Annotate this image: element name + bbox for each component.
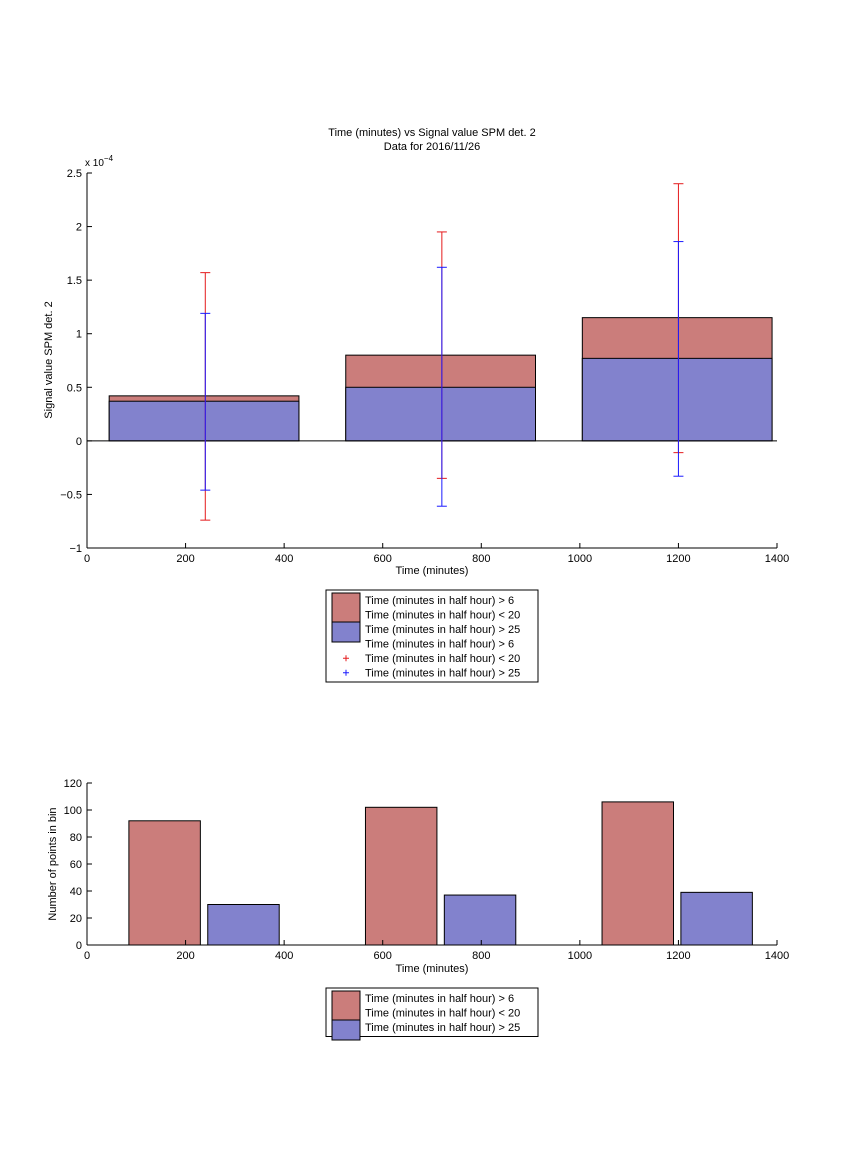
legend: Time (minutes in half hour) > 6 Time (min… (325, 589, 539, 683)
legend-swatch (331, 621, 361, 643)
y-tick-label: 2.5 (67, 168, 82, 180)
y-tick-label: 100 (64, 805, 82, 817)
legend-label: Time (minutes in half hour) > 25 (365, 1022, 520, 1034)
x-tick-label: 0 (84, 553, 90, 565)
x-axis-label: Time (minutes) (396, 963, 469, 975)
y-tick-label: 40 (70, 886, 82, 898)
y-axis-label: Number of points in bin (47, 807, 59, 920)
x-tick-label: 600 (374, 553, 392, 565)
x-tick-label: 600 (374, 950, 392, 962)
legend-marker (343, 655, 349, 662)
bars (87, 317, 777, 442)
x-tick-label: 200 (176, 553, 194, 565)
y-tick-label: 1.5 (67, 275, 82, 287)
bar-lower (443, 894, 517, 946)
legend-label: Time (minutes in half hour) < 20 (365, 1008, 520, 1020)
y-tick-label: 1 (76, 329, 82, 341)
legend-label: Time (minutes in half hour) > 6 (365, 993, 514, 1005)
x-tick-label: 1400 (765, 950, 789, 962)
legend-label: Time (minutes in half hour) > 6 (365, 595, 514, 607)
legend-marker (343, 669, 349, 676)
y-tick-label: 2 (76, 222, 82, 234)
bar-upper (128, 820, 201, 946)
x-tick-label: 1000 (568, 950, 592, 962)
legend-label: Time (minutes in half hour) > 25 (365, 624, 520, 636)
x-tick-label: 1200 (666, 950, 690, 962)
legend-swatch (331, 1019, 361, 1041)
x-tick-label: 1400 (765, 553, 789, 565)
x-tick-label: 800 (472, 950, 490, 962)
bar-lower (581, 357, 773, 442)
y-scale-label: x 10 (85, 158, 104, 169)
legend-box (325, 589, 539, 683)
y-tick-label: 0 (76, 436, 82, 448)
bars (128, 801, 753, 946)
bin-count-chart: 0 200 400 600 800 1000 1200 1400 0 20 40 60 80 100 120… (47, 778, 790, 1041)
x-tick-label: 800 (472, 553, 490, 565)
bar-upper (364, 806, 438, 946)
y-scale-multiplier: x 10−4 (85, 154, 114, 169)
errorbar-lower (200, 312, 211, 491)
legend-swatch (331, 592, 361, 623)
legend-label: Time (minutes in half hour) < 20 (365, 610, 520, 622)
y-tick-label: 80 (70, 832, 82, 844)
x-tick-label: 0 (84, 950, 90, 962)
signal-value-chart: Time (minutes) vs Signal value SPM det. … (43, 127, 789, 683)
errorbar-lower (673, 241, 684, 477)
y-tick-label: −0.5 (60, 489, 82, 501)
bar-lower (108, 400, 300, 442)
bar-lower (680, 891, 753, 946)
axes: 0 200 400 600 800 1000 1200 1400 0 20 40 60 80 100 120 (64, 778, 790, 962)
legend-box (325, 987, 539, 1037)
y-tick-label: 0.5 (67, 382, 82, 394)
y-axis-label: Signal value SPM det. 2 (43, 301, 55, 418)
y-tick-label: −1 (69, 543, 82, 555)
y-tick-label: 60 (70, 859, 82, 871)
legend-swatch (331, 990, 361, 1021)
legend-label: Time (minutes in half hour) < 20 (365, 653, 520, 665)
legend-label: Time (minutes in half hour) > 25 (365, 668, 520, 680)
y-tick-label: 20 (70, 913, 82, 925)
x-tick-label: 400 (275, 950, 293, 962)
bar-upper (601, 801, 674, 946)
x-tick-label: 400 (275, 553, 293, 565)
x-tick-label: 1200 (666, 553, 690, 565)
bar-lower (207, 904, 280, 946)
y-scale-exponent: −4 (104, 154, 114, 163)
errorbar-lower (436, 266, 447, 507)
chart-subtitle: Data for 2016/11/26 (384, 141, 480, 153)
y-tick-label: 0 (76, 940, 82, 952)
x-tick-label: 200 (176, 950, 194, 962)
legend: Time (minutes in half hour) > 6 Time (min… (325, 987, 539, 1041)
axes: 0 200 400 600 800 1000 1200 1400 −1 −0.5 0 0.5 1 1.5 2… (60, 168, 789, 565)
x-axis-label: Time (minutes) (396, 565, 469, 577)
bar-lower (345, 386, 536, 442)
chart-title: Time (minutes) vs Signal value SPM det. … (328, 127, 535, 139)
error-bars (200, 183, 684, 521)
x-tick-label: 1000 (568, 553, 592, 565)
legend-label: Time (minutes in half hour) > 6 (365, 639, 514, 651)
y-tick-label: 120 (64, 778, 82, 790)
